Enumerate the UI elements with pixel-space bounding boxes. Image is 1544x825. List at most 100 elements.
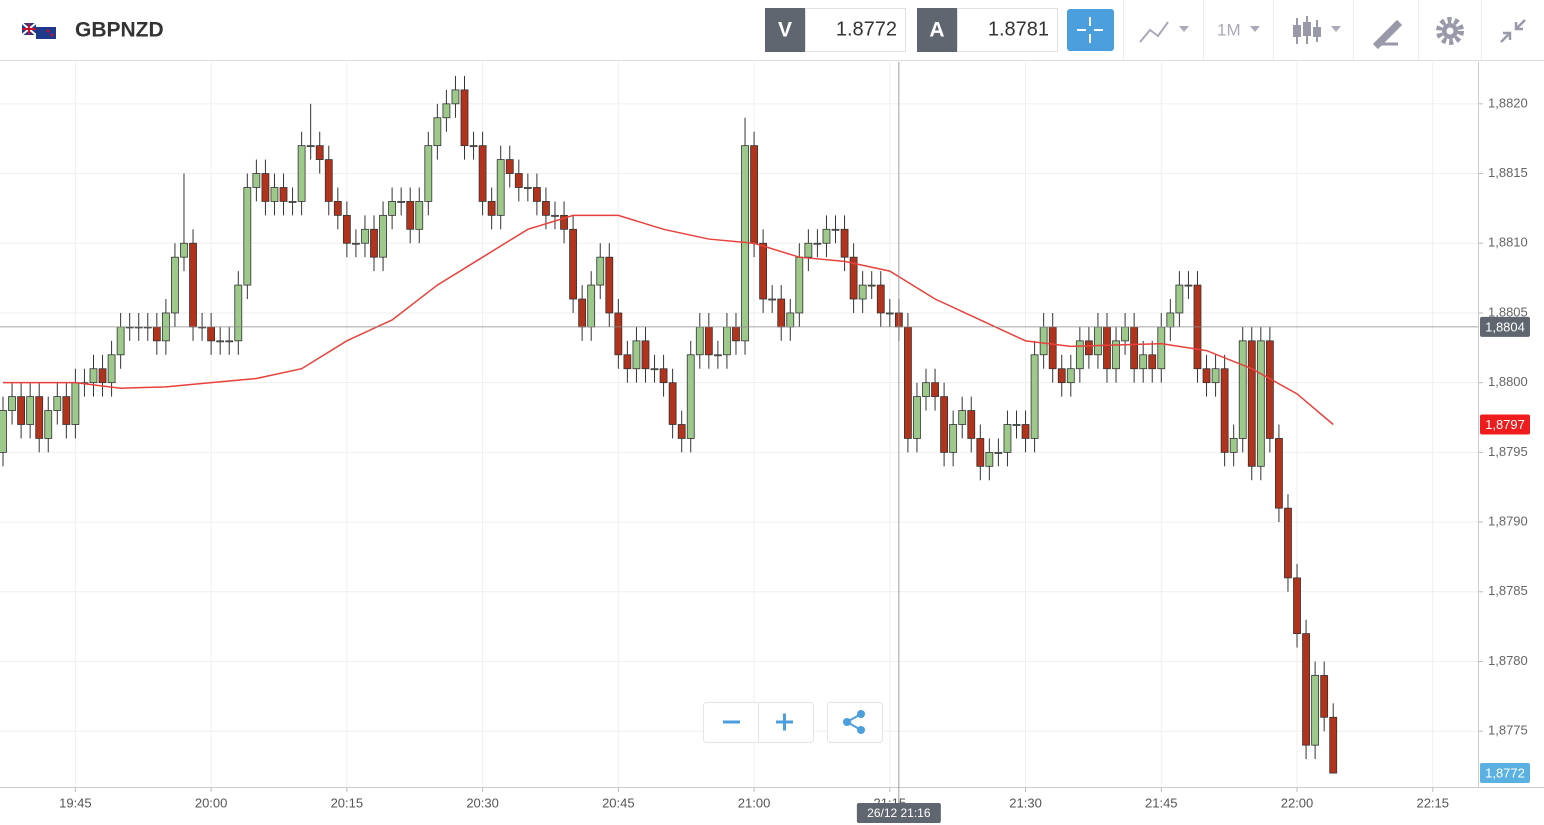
candle-body [496, 159, 505, 216]
candle-body [940, 396, 949, 453]
flag-cross-red [22, 23, 36, 35]
buy-price-box [957, 8, 1058, 52]
crosshair-price-box [1480, 316, 1530, 337]
candle-body [768, 298, 777, 301]
share-dot [843, 718, 851, 726]
candle-body [777, 298, 786, 328]
flag-star [46, 29, 50, 33]
candle-body [1247, 340, 1256, 467]
collapse-icon[interactable] [1500, 19, 1526, 43]
y-tick-label: 1,8820 [1488, 95, 1528, 110]
candle-body [35, 396, 44, 439]
candle-body [578, 298, 587, 328]
candle-body [225, 340, 234, 343]
share-dot [857, 710, 865, 718]
candle-body [1030, 354, 1039, 439]
candle-body [858, 284, 867, 300]
zoom-in[interactable] [776, 713, 793, 731]
candle-body [333, 201, 342, 216]
candle-body [1275, 438, 1283, 509]
y-tick-label: 1,8775 [1488, 723, 1528, 738]
candle-body [98, 368, 107, 384]
draw-tool-icon[interactable] [1372, 19, 1403, 50]
candle-body [876, 284, 885, 314]
candle-body [252, 173, 261, 188]
y-tick-label: 1,8810 [1488, 235, 1528, 250]
candle-body [1320, 675, 1329, 718]
candle-body [1211, 368, 1220, 384]
sell-button[interactable] [765, 8, 805, 52]
candle-body [0, 410, 7, 453]
candle-body [623, 354, 632, 370]
candle-body [424, 145, 433, 202]
candle-body [261, 173, 270, 202]
share-button[interactable] [843, 710, 865, 734]
sell-price-box [805, 8, 906, 52]
flag-star [50, 33, 54, 37]
candle-body [795, 256, 804, 314]
candle-body [922, 382, 930, 398]
x-tick-label: 20:30 [466, 795, 499, 810]
sell-label: V [778, 19, 792, 42]
dropdown-arrow [1250, 26, 1260, 32]
crosshair-button[interactable] [1067, 9, 1114, 51]
candle-body [641, 340, 650, 370]
candle-body [1103, 326, 1111, 370]
candle-body [1229, 438, 1238, 453]
candle-body [949, 424, 958, 453]
candle-body [388, 201, 397, 216]
candle-body [614, 312, 623, 356]
candle-body [532, 187, 541, 202]
candle-body [994, 451, 1003, 454]
candle-body [1021, 424, 1030, 439]
candle-body [759, 242, 768, 300]
moving-average [3, 214, 1334, 426]
candle-body [668, 382, 677, 425]
share-dot [857, 726, 865, 734]
candle-body [587, 284, 596, 328]
share-box [827, 702, 883, 743]
candle-body [542, 201, 550, 216]
last-price-box [1480, 763, 1530, 784]
gear-teeth [1436, 17, 1464, 45]
candle-body [1048, 326, 1057, 370]
candle-body [704, 326, 713, 356]
candle-body [478, 145, 487, 202]
candle-body [596, 256, 605, 286]
x-tick-label: 22:00 [1281, 795, 1314, 810]
settings-button[interactable] [1436, 17, 1464, 45]
candle-body [1166, 312, 1175, 328]
candle-body [967, 410, 976, 439]
candle-icon-body [1313, 27, 1321, 37]
candle-body [514, 173, 523, 188]
crosshair-icon [1077, 17, 1103, 43]
candle-body [551, 214, 559, 217]
candle-body [152, 326, 161, 342]
chart-type-button[interactable] [1293, 16, 1341, 44]
timeframe[interactable]: 1M [1217, 20, 1241, 39]
indicator-icon [1139, 21, 1169, 43]
candle-body [243, 187, 252, 286]
candle-body [1039, 326, 1048, 356]
candle-body [904, 326, 912, 439]
candle-body [8, 396, 16, 411]
buy-button[interactable] [917, 8, 957, 52]
ma-price: 1,8797 [1485, 417, 1525, 432]
candle-body [560, 214, 568, 230]
candle-body [342, 214, 351, 244]
candle-body [1003, 424, 1012, 453]
candle-body [370, 228, 378, 258]
indicator-button[interactable] [1139, 21, 1189, 43]
candle-body [1284, 507, 1292, 579]
candle-body [1202, 368, 1211, 384]
x-tick-label: 22:15 [1416, 795, 1449, 810]
candle-body [180, 242, 188, 258]
candle-body [1075, 340, 1084, 370]
flag-nz [36, 27, 56, 39]
candle-body [17, 396, 25, 425]
candle-body [505, 159, 514, 174]
candle-body [315, 145, 324, 160]
candle-body [1139, 354, 1148, 370]
candle-body [1175, 284, 1184, 314]
